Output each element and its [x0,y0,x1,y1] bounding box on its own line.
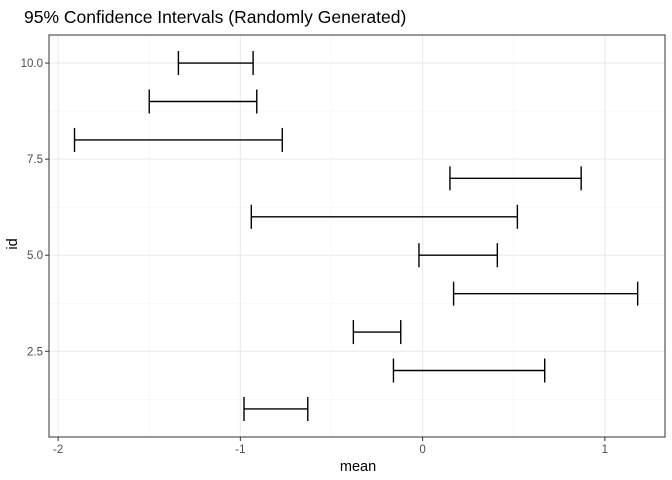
error-bar [449,166,582,191]
plot-panel [48,34,666,438]
x-axis: -2 -1 0 1 [53,437,608,456]
error-bar [452,281,639,306]
x-tick-label: -2 [53,444,63,456]
error-bar [148,89,258,114]
chart-title: 95% Confidence Intervals (Randomly Gener… [24,7,406,27]
error-bar [73,127,283,152]
error-bars [73,51,639,421]
x-axis-title: mean [340,459,376,475]
error-bar [352,320,402,345]
major-gridlines [49,35,665,437]
error-bar [250,204,519,229]
panel-border [48,34,666,438]
y-tick-label: 2.5 [27,346,43,358]
error-bar [177,51,254,76]
error-bar [243,396,309,421]
x-tick-label: 0 [419,444,425,456]
y-axis-title: id [5,238,21,249]
minor-gridlines [49,35,665,437]
x-tick-label: -1 [235,444,245,456]
error-bar [418,243,499,268]
y-tick-label: 10.0 [21,58,43,70]
x-tick-label: 1 [602,444,608,456]
error-bar [392,358,546,383]
y-axis: 2.5 5.0 7.5 10.0 [21,58,49,358]
y-tick-label: 7.5 [27,154,43,166]
y-tick-label: 5.0 [27,250,43,262]
